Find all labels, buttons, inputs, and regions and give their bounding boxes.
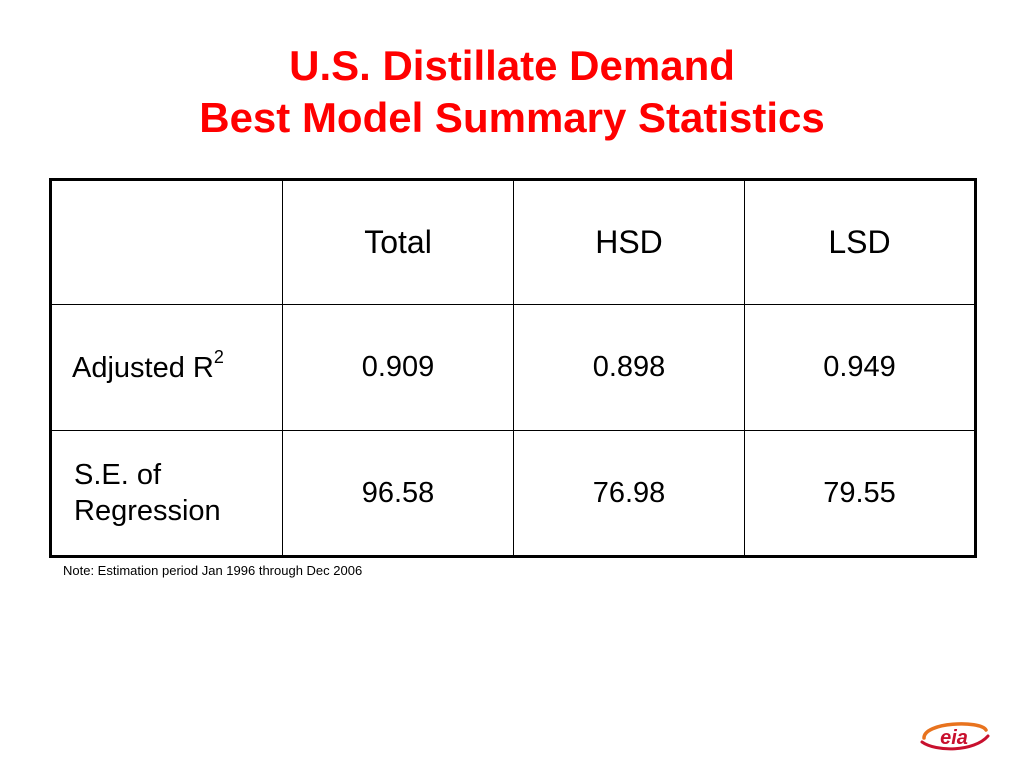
- cell-adjusted-r2-hsd: 0.898: [513, 304, 745, 431]
- title-line-2: Best Model Summary Statistics: [199, 94, 825, 141]
- header-cell-lsd: LSD: [744, 179, 976, 305]
- header-cell-empty: [50, 179, 283, 305]
- logo-swoosh-top: [922, 722, 988, 740]
- row-label-se-regression: S.E. of Regression: [50, 430, 283, 557]
- cell-se-regression-lsd: 79.55: [744, 430, 976, 557]
- title-line-1: U.S. Distillate Demand: [289, 42, 735, 89]
- slide-title: U.S. Distillate Demand Best Model Summar…: [0, 40, 1024, 144]
- logo-text: eia: [940, 727, 968, 749]
- cell-adjusted-r2-total: 0.909: [282, 304, 514, 431]
- eia-logo-icon: eia: [920, 722, 990, 751]
- table-row-se-regression: S.E. of Regression 96.58 76.98 79.55: [50, 430, 976, 557]
- row-label-adjusted-r2: Adjusted R2: [50, 304, 283, 431]
- table-row-adjusted-r2: Adjusted R2 0.909 0.898 0.949: [50, 304, 976, 431]
- cell-se-regression-hsd: 76.98: [513, 430, 745, 557]
- cell-se-regression-total: 96.58: [282, 430, 514, 557]
- header-cell-total: Total: [282, 179, 514, 305]
- row-label-line-1: S.E. of: [74, 459, 162, 491]
- estimation-note: Note: Estimation period Jan 1996 through…: [63, 563, 363, 578]
- row-label-text: Adjusted R: [72, 351, 214, 384]
- header-cell-hsd: HSD: [513, 179, 745, 305]
- logo-swoosh-bottom: [920, 734, 990, 751]
- cell-adjusted-r2-lsd: 0.949: [744, 304, 976, 431]
- table-header-row: Total HSD LSD: [50, 179, 976, 305]
- summary-statistics-table: Total HSD LSD Adjusted R2 0.909 0.898 0.…: [49, 178, 977, 558]
- row-label-line-2: Regression: [74, 495, 221, 527]
- superscript-2: 2: [213, 346, 224, 367]
